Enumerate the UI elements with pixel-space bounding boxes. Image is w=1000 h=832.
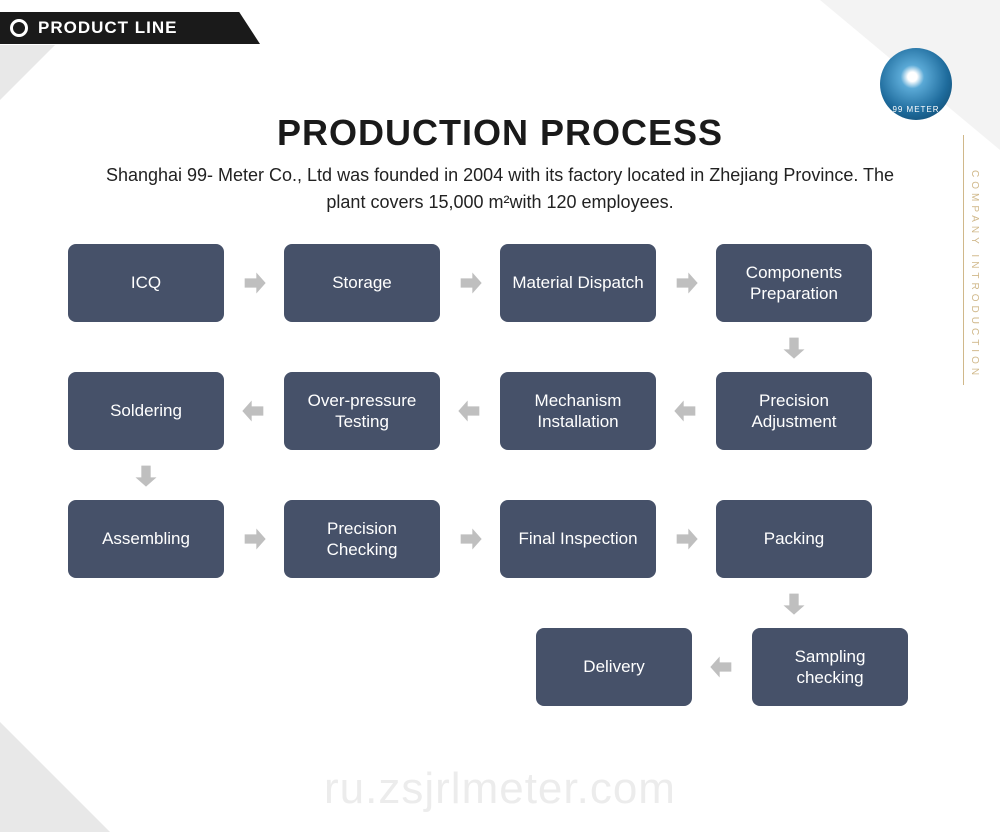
flow-row-1: ICQ Storage Material Dispatch Components… [68, 244, 932, 322]
arrow-right-icon [440, 500, 500, 578]
watermark: ru.zsjrlmeter.com [0, 764, 1000, 814]
flow-row-4: Delivery Sampling checking [68, 628, 932, 706]
flow-node: Packing [716, 500, 872, 578]
flow-node: Storage [284, 244, 440, 322]
flow-node: Soldering [68, 372, 224, 450]
flow-node: Assembling [68, 500, 224, 578]
header-label: PRODUCT LINE [38, 18, 178, 38]
arrow-right-icon [224, 244, 284, 322]
flow-node: Sampling checking [752, 628, 908, 706]
page-subtitle: Shanghai 99- Meter Co., Ltd was founded … [100, 162, 900, 216]
flow-node: ICQ [68, 244, 224, 322]
flow-node: Mechanism Installation [500, 372, 656, 450]
flow-node: Precision Adjustment [716, 372, 872, 450]
flow-node: Over-pressure Testing [284, 372, 440, 450]
side-label: COMPANY INTRODUCTION [969, 170, 980, 379]
header-circle-icon [10, 19, 28, 37]
flow-node: Final Inspection [500, 500, 656, 578]
side-accent-line [963, 135, 964, 385]
arrow-right-icon [656, 500, 716, 578]
company-logo: 99 METER [880, 48, 952, 120]
flow-row-2: Soldering Over-pressure Testing Mechanis… [68, 372, 932, 450]
arrow-left-icon [440, 372, 500, 450]
arrow-left-icon [656, 372, 716, 450]
arrow-down-icon [132, 450, 160, 500]
header-bar: PRODUCT LINE [0, 12, 260, 44]
flow-node: Precision Checking [284, 500, 440, 578]
arrow-left-icon [224, 372, 284, 450]
page-title: PRODUCTION PROCESS [0, 112, 1000, 154]
flow-row-3: Assembling Precision Checking Final Insp… [68, 500, 932, 578]
decor-triangle-top-left [0, 45, 55, 100]
arrow-right-icon [224, 500, 284, 578]
arrow-down-icon [780, 578, 808, 628]
arrow-down-icon [780, 322, 808, 372]
flow-node: Components Preparation [716, 244, 872, 322]
arrow-right-icon [440, 244, 500, 322]
flow-node: Delivery [536, 628, 692, 706]
flow-node: Material Dispatch [500, 244, 656, 322]
arrow-right-icon [656, 244, 716, 322]
flowchart: ICQ Storage Material Dispatch Components… [68, 244, 932, 756]
arrow-left-icon [692, 628, 752, 706]
